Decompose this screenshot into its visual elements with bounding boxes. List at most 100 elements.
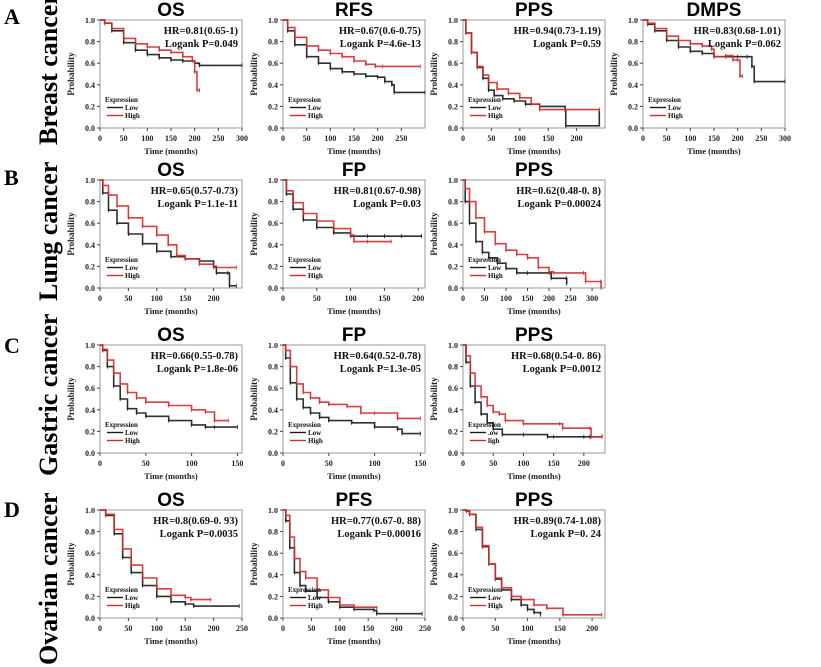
panel-letter-a: A xyxy=(4,4,20,29)
x-axis-label: Time (months) xyxy=(507,146,561,156)
legend-title: Expression xyxy=(468,421,501,429)
y-tick-label: 0.8 xyxy=(85,198,95,207)
logrank-p-label: Logank P=1.3e-05 xyxy=(340,364,421,375)
y-tick-label: 0.8 xyxy=(268,198,278,207)
x-tick-label: 150 xyxy=(542,134,554,143)
y-tick-label: 0.4 xyxy=(268,81,278,90)
legend-entry-low: Low xyxy=(125,104,139,112)
x-tick-label: 0 xyxy=(461,294,465,303)
chart-title: PFS xyxy=(335,490,373,511)
y-tick-label: 0.6 xyxy=(85,384,95,393)
y-tick-label: 1.0 xyxy=(85,178,95,185)
hazard-ratio-label: HR=0.8(0.69-0. 93) xyxy=(153,516,238,527)
legend-entry-low: Low xyxy=(668,104,682,112)
x-axis-label: Time (months) xyxy=(507,471,561,481)
y-tick-label: 0.4 xyxy=(448,241,458,250)
y-tick-label: 0.4 xyxy=(85,406,95,415)
legend-entry-high: High xyxy=(125,437,140,445)
y-tick-label: 0.2 xyxy=(448,427,458,436)
y-tick-label: 0.0 xyxy=(448,124,458,133)
legend-entry-high: High xyxy=(308,272,323,280)
y-tick-label: 0.6 xyxy=(628,59,638,68)
y-tick-label: 0.0 xyxy=(628,124,638,133)
y-tick-label: 0.0 xyxy=(448,284,458,293)
logrank-p-label: Logank P=0.00016 xyxy=(337,529,421,540)
km-chart: 0.0 0.2 0.4 0.6 0.8 1.0 0 50 100 150 200 250 300 Time… xyxy=(66,18,248,156)
y-tick-label: 0.6 xyxy=(448,59,458,68)
y-tick-label: 1.0 xyxy=(85,18,95,25)
legend-title: Expression xyxy=(288,96,321,104)
x-tick-label: 300 xyxy=(236,134,248,143)
logrank-p-label: Logank P=0.0035 xyxy=(160,529,238,540)
chart-title: OS xyxy=(157,325,185,346)
x-tick-label: 100 xyxy=(369,459,381,468)
x-tick-label: 100 xyxy=(345,294,357,303)
plot-frame xyxy=(282,509,426,619)
x-tick-label: 200 xyxy=(391,624,403,633)
hazard-ratio-label: HR=0.89(0.74-1.08) xyxy=(514,516,602,527)
chart-title: DMPS xyxy=(686,0,742,21)
legend-entry-high: High xyxy=(125,602,140,610)
row-label-lung-cancer: Lung cancer xyxy=(34,161,63,301)
hazard-ratio-label: HR=0.81(0.67-0.98) xyxy=(334,186,422,197)
x-tick-label: 100 xyxy=(514,134,526,143)
plot-frame xyxy=(99,344,243,454)
plot-frame xyxy=(462,179,606,289)
y-tick-label: 0.8 xyxy=(268,363,278,372)
panel-letter-d: D xyxy=(4,497,20,522)
y-axis-label: Probability xyxy=(249,212,259,256)
y-tick-label: 0.4 xyxy=(448,406,458,415)
km-chart: 0.0 0.2 0.4 0.6 0.8 1.0 0 50 100 150 200 Time (mont… xyxy=(429,343,606,481)
x-tick-label: 50 xyxy=(481,294,489,303)
x-tick-label: 300 xyxy=(586,294,598,303)
hazard-ratio-label: HR=0.81(0.65-1) xyxy=(164,26,239,37)
x-tick-label: 200 xyxy=(578,459,590,468)
hazard-ratio-label: HR=0.83(0.68-1.01) xyxy=(694,26,782,37)
y-tick-label: 0.6 xyxy=(85,219,95,228)
y-tick-label: 0.6 xyxy=(85,59,95,68)
x-tick-label: 100 xyxy=(186,459,198,468)
y-tick-label: 0.6 xyxy=(268,59,278,68)
y-axis-label: Probability xyxy=(429,212,439,256)
y-tick-label: 0.2 xyxy=(448,262,458,271)
x-tick-label: 50 xyxy=(663,134,671,143)
y-tick-label: 0.0 xyxy=(85,124,95,133)
y-tick-label: 0.4 xyxy=(85,571,95,580)
x-tick-label: 0 xyxy=(98,134,102,143)
legend-entry-low: Low xyxy=(488,264,502,272)
y-tick-label: 1.0 xyxy=(268,18,278,25)
x-tick-label: 150 xyxy=(165,134,177,143)
y-tick-label: 0.4 xyxy=(268,571,278,580)
x-tick-label: 100 xyxy=(334,624,346,633)
legend-entry-low: .ow xyxy=(488,429,499,437)
y-tick-label: 0.0 xyxy=(268,284,278,293)
x-tick-label: 200 xyxy=(208,624,220,633)
legend-entry-high: High xyxy=(668,112,683,120)
x-tick-label: 0 xyxy=(281,624,285,633)
legend-entry-low: Low xyxy=(125,594,139,602)
y-tick-label: 0.2 xyxy=(448,102,458,111)
x-tick-label: 100 xyxy=(151,294,163,303)
x-tick-label: 250 xyxy=(565,294,577,303)
hazard-ratio-label: HR=0.67(0.6-0.75) xyxy=(339,26,422,37)
x-tick-label: 250 xyxy=(236,624,248,633)
x-axis-label: Time (months) xyxy=(327,146,381,156)
legend-entry-high: High xyxy=(308,602,323,610)
y-tick-label: 0.6 xyxy=(85,549,95,558)
x-tick-label: 150 xyxy=(179,624,191,633)
y-axis-label: Probability xyxy=(66,212,76,256)
x-tick-label: 0 xyxy=(281,459,285,468)
km-chart: 0.0 0.2 0.4 0.6 0.8 1.0 0 50 100 150 200 Time (mont… xyxy=(429,18,606,156)
y-axis-label: Probability xyxy=(249,377,259,421)
y-axis-label: Probability xyxy=(249,52,259,96)
x-tick-label: 200 xyxy=(571,134,583,143)
y-tick-label: 0.0 xyxy=(268,449,278,458)
y-tick-label: 0.4 xyxy=(268,406,278,415)
logrank-p-label: Logank P=0.59 xyxy=(533,39,601,50)
chart-title: PPS xyxy=(514,490,554,511)
legend-title: Expression xyxy=(468,256,501,264)
x-axis-label: Time (months) xyxy=(327,306,381,316)
y-tick-label: 1.0 xyxy=(268,178,278,185)
y-tick-label: 0.0 xyxy=(448,449,458,458)
y-axis-label: Probability xyxy=(249,542,259,586)
